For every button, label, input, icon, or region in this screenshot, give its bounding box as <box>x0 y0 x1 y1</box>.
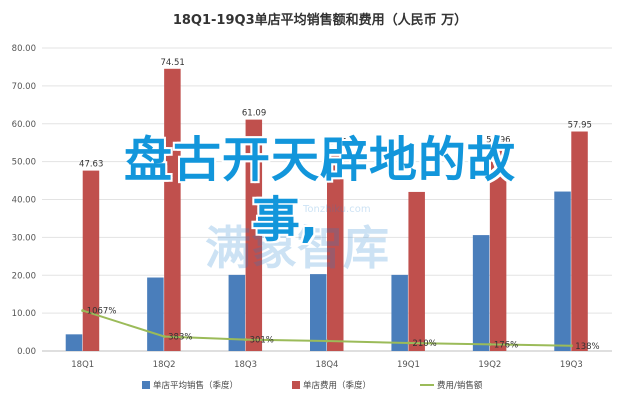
ratio-point <box>81 309 85 313</box>
x-tick-label: 18Q1 <box>71 360 94 370</box>
bar <box>327 148 344 351</box>
ratio-value-label: 383% <box>168 332 192 342</box>
bar-value-label: 53.51 <box>323 137 347 147</box>
ratio-line <box>81 309 573 348</box>
y-tick-label: 70.00 <box>12 82 36 92</box>
bar <box>472 235 490 351</box>
bar <box>147 277 164 351</box>
bar <box>245 119 263 351</box>
legend: 单店平均销售（季度） 单店费用（季度） 费用/销售额 <box>142 380 483 391</box>
ratio-value-label: 210% <box>412 339 436 349</box>
ratio-value-label: 301% <box>250 336 274 346</box>
ratio-value-label: 138% <box>575 342 599 352</box>
y-tick-label: 50.00 <box>12 158 36 168</box>
legend-swatch <box>142 381 150 389</box>
ratio-value-label: 1067% <box>87 307 117 317</box>
y-tick-label: 30.00 <box>12 233 36 243</box>
bar-value-label: 47.63 <box>79 160 103 170</box>
bar <box>82 170 100 351</box>
bars <box>65 68 588 352</box>
bar <box>571 131 588 351</box>
bar <box>65 334 83 351</box>
y-tick-label: 40.00 <box>12 196 36 206</box>
y-tick-label: 0.00 <box>17 347 36 357</box>
x-tick-label: 19Q2 <box>478 360 501 370</box>
bar <box>489 146 507 351</box>
bar <box>408 191 425 351</box>
x-tick-label: 18Q4 <box>316 360 339 370</box>
ratio-point <box>569 344 573 348</box>
y-tick-label: 60.00 <box>12 120 36 130</box>
bar <box>310 274 327 351</box>
y-tick-label: 80.00 <box>12 44 36 54</box>
ratio-point <box>488 342 492 346</box>
x-tick-label: 19Q3 <box>560 360 583 370</box>
ratio-point <box>244 338 248 342</box>
x-tick-label: 18Q3 <box>234 360 257 370</box>
legend-swatch <box>292 381 300 389</box>
x-tick-label: 18Q2 <box>153 360 176 370</box>
bar-value-label: 53.96 <box>486 136 510 146</box>
bar-value-label: 74.51 <box>160 58 184 68</box>
bar <box>391 274 408 351</box>
bar <box>554 191 571 351</box>
bar-value-label: 57.95 <box>568 121 592 131</box>
ratio-value-label: 176% <box>494 340 518 350</box>
y-tick-label: 10.00 <box>12 309 36 319</box>
bar <box>164 68 181 352</box>
legend-label: 单店费用（季度） <box>303 380 371 391</box>
legend-label: 单店平均销售（季度） <box>153 380 238 391</box>
ratio-point <box>162 334 166 338</box>
y-axis: 0.00 10.00 20.00 30.00 40.00 50.00 60.00 70.00 8… <box>12 44 36 357</box>
y-tick-label: 20.00 <box>12 271 36 281</box>
x-tick-label: 19Q1 <box>397 360 420 370</box>
data-labels: 47.63 74.51 61.09 53.51 53.96 57.95 1067% 383% 3… <box>79 58 600 352</box>
ratio-point <box>325 339 329 343</box>
ratio-point <box>406 341 410 345</box>
x-axis: 18Q1 18Q2 18Q3 18Q4 19Q1 19Q2 19Q3 <box>71 360 582 370</box>
bar-value-label: 61.09 <box>242 109 266 119</box>
bar <box>228 274 246 351</box>
legend-label: 费用/销售额 <box>437 380 483 391</box>
chart-title: 18Q1-19Q3单店平均销售额和费用（人民币 万） <box>173 12 467 28</box>
